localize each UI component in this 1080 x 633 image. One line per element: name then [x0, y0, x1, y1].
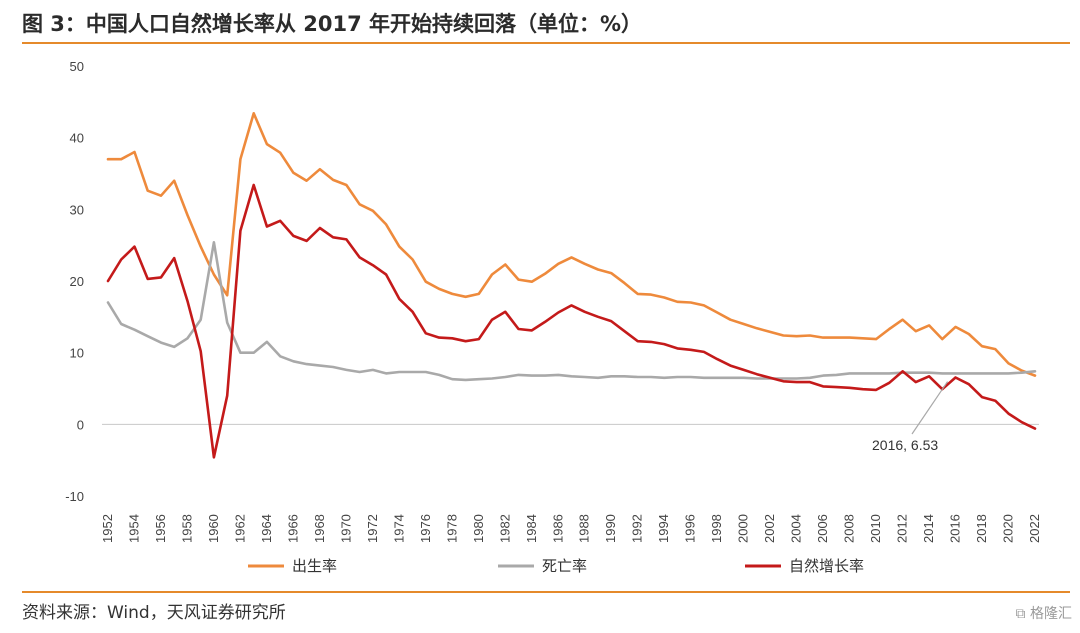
x-tick-label: 2016: [948, 514, 963, 543]
logo-icon: ⧉: [1015, 606, 1026, 622]
x-tick-label: 2022: [1027, 514, 1042, 543]
x-tick-label: 2008: [842, 514, 857, 543]
x-tick-label: 1986: [550, 514, 565, 543]
x-tick-label: 1994: [656, 514, 671, 543]
line-chart: -10 0 10 20 30 40 50 1952 1954 1956 1958 1960 1962 19…: [65, 59, 1042, 575]
x-tick-label: 1974: [391, 514, 406, 543]
y-tick-label: 20: [70, 274, 84, 289]
x-tick-label: 1958: [179, 514, 194, 543]
annotation-label: 2016, 6.53: [872, 437, 938, 453]
y-tick-label: 30: [70, 202, 84, 217]
x-tick-label: 2002: [762, 514, 777, 543]
x-tick-label: 1998: [709, 514, 724, 543]
y-tick-label: -10: [65, 489, 84, 504]
y-tick-label: 50: [70, 59, 84, 74]
x-tick-label: 1960: [206, 514, 221, 543]
legend-label-1: 出生率: [292, 557, 337, 575]
x-tick-label: 1984: [524, 514, 539, 543]
x-tick-label: 1962: [232, 514, 247, 543]
x-tick-label: 1992: [630, 514, 645, 543]
x-tick-label: 2014: [921, 514, 936, 543]
x-tick-label: 1978: [444, 514, 459, 543]
legend-label-2: 死亡率: [542, 557, 587, 575]
x-tick-label: 1996: [683, 514, 698, 543]
series-line-3: [106, 183, 1037, 459]
x-tick-label: 1966: [285, 514, 300, 543]
legend-label-3: 自然增长率: [789, 557, 864, 575]
x-tick-label: 2000: [736, 514, 751, 543]
x-tick-label: 1982: [497, 514, 512, 543]
x-tick-label: 1980: [471, 514, 486, 543]
title-rule: [22, 42, 1070, 44]
x-tick-label: 1970: [338, 514, 353, 543]
watermark-text: 格隆汇: [1030, 606, 1072, 622]
x-tick-label: 1968: [312, 514, 327, 543]
x-tick-label: 2018: [974, 514, 989, 543]
watermark-logo: ⧉ 格隆汇: [1016, 603, 1072, 623]
series-line-1: [106, 112, 1037, 377]
chart-title: 图 3：中国人口自然增长率从 2017 年开始持续回落（单位：%）: [22, 12, 643, 36]
footer-rule: [22, 591, 1070, 593]
x-tick-label: 1976: [418, 514, 433, 543]
x-tick-label: 1990: [603, 514, 618, 543]
x-tick-label: 1972: [365, 514, 380, 543]
x-tick-label: 1956: [153, 514, 168, 543]
x-tick-label: 1988: [577, 514, 592, 543]
x-tick-label: 1952: [100, 514, 115, 543]
y-tick-label: 0: [77, 417, 84, 432]
source-note: 资料来源：Wind，天风证券研究所: [22, 603, 286, 623]
y-tick-label: 10: [70, 346, 84, 361]
annotation-leader: [911, 381, 949, 435]
x-tick-label: 1964: [259, 514, 274, 543]
x-tick-label: 2020: [1001, 514, 1016, 543]
series-line-2: [106, 241, 1037, 382]
x-tick-label: 2006: [815, 514, 830, 543]
x-tick-label: 2012: [895, 514, 910, 543]
x-tick-label: 1954: [126, 514, 141, 543]
x-tick-label: 2004: [789, 514, 804, 543]
y-tick-label: 40: [70, 131, 84, 146]
x-tick-label: 2010: [868, 514, 883, 543]
